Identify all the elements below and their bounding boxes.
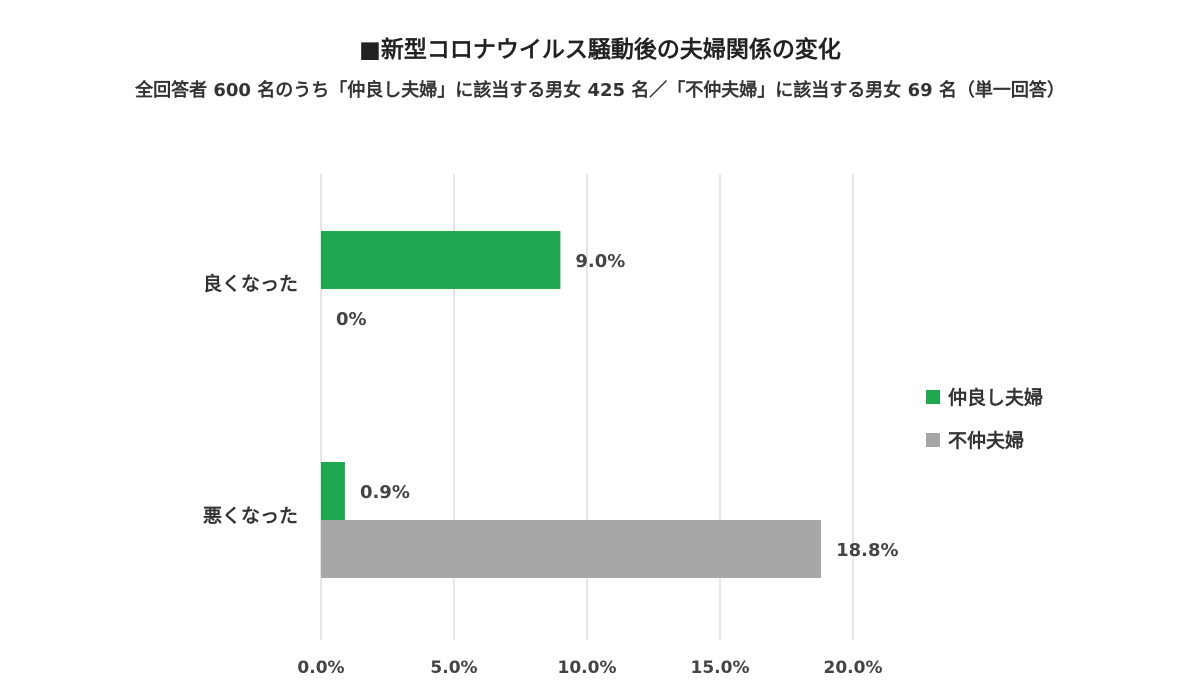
- chart-title: ■新型コロナウイルス騒動後の夫婦関係の変化: [359, 37, 841, 63]
- chart-subtitle: 全回答者 600 名のうち「仲良し夫婦」に該当する男女 425 名／「不仲夫婦」…: [135, 80, 1065, 101]
- data-label: 0%: [336, 309, 367, 330]
- bar: [321, 231, 561, 289]
- x-tick-label: 0.0%: [297, 658, 344, 678]
- x-tick-label: 5.0%: [430, 658, 477, 678]
- data-label: 0.9%: [360, 482, 410, 503]
- category-label: 悪くなった: [203, 505, 298, 527]
- bar: [321, 520, 822, 578]
- legend-label: 仲良し夫婦: [948, 386, 1043, 409]
- bar: [321, 462, 345, 520]
- legend-swatch: [926, 433, 940, 447]
- legend-label: 不仲夫婦: [948, 429, 1024, 452]
- x-tick-label: 15.0%: [691, 658, 750, 678]
- category-label: 良くなった: [203, 272, 298, 295]
- legend-swatch: [926, 390, 940, 404]
- data-label: 9.0%: [575, 251, 625, 272]
- x-tick-label: 10.0%: [558, 658, 617, 678]
- data-label: 18.8%: [836, 540, 898, 561]
- x-tick-label: 20.0%: [824, 658, 883, 678]
